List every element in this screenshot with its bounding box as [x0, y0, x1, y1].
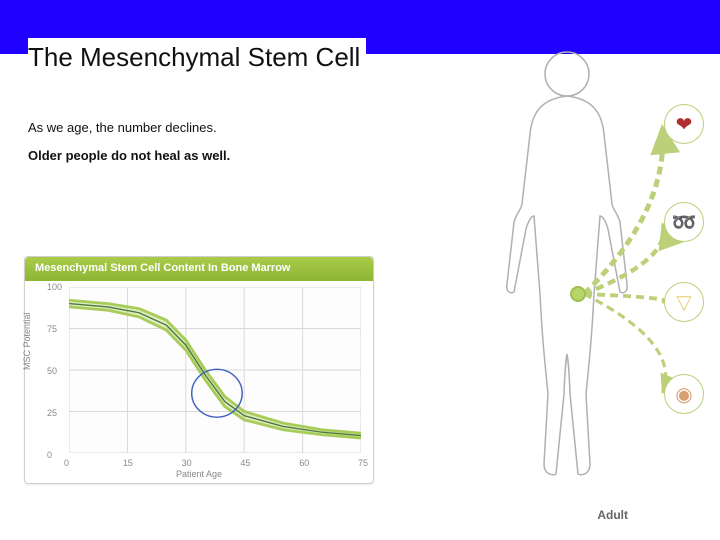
body-line-2: Older people do not heal as well.	[28, 148, 230, 163]
adult-label: Adult	[597, 508, 628, 522]
page-title: The Mesenchymal Stem Cell	[28, 38, 366, 77]
chart-xtick: 15	[123, 458, 133, 468]
chart-plot	[69, 287, 361, 453]
chart-ytick: 25	[47, 408, 57, 418]
body-diagram: ❤ ➿ ▽ ◉	[452, 34, 712, 504]
chart-xtick: 0	[64, 458, 69, 468]
body-line-1: As we age, the number declines.	[28, 120, 217, 135]
chart-xtick: 60	[299, 458, 309, 468]
chart-ytick: 75	[47, 324, 57, 334]
organ-heart: ❤	[664, 104, 704, 144]
chart-ytick: 100	[47, 282, 62, 292]
stem-cell-source	[570, 286, 586, 302]
organ-knee: ◉	[664, 374, 704, 414]
chart-title: Mesenchymal Stem Cell Content In Bone Ma…	[25, 257, 373, 281]
chart-xlabel: Patient Age	[176, 469, 222, 479]
organ-intestine: ➿	[664, 202, 704, 242]
chart-xtick: 45	[240, 458, 250, 468]
msc-chart: Mesenchymal Stem Cell Content In Bone Ma…	[24, 256, 374, 484]
organ-pelvis: ▽	[664, 282, 704, 322]
chart-xtick: 75	[358, 458, 368, 468]
chart-ytick: 50	[47, 366, 57, 376]
chart-ylabel: MSC Potential	[22, 312, 32, 370]
chart-ytick: 0	[47, 450, 52, 460]
chart-xtick: 30	[182, 458, 192, 468]
